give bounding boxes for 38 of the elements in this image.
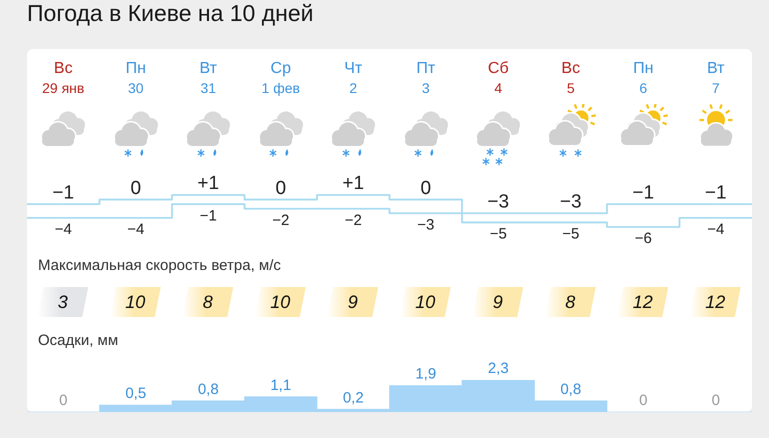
data-label: 2,3 xyxy=(488,360,509,378)
data-label: +1 xyxy=(197,173,220,194)
data-label: −5 xyxy=(562,226,580,243)
data-label: −1 xyxy=(704,182,727,204)
chart-title: Осадки, мм xyxy=(38,332,118,350)
data-label: −5 xyxy=(490,226,507,243)
x-tick-label: Вс 29 янв xyxy=(41,59,86,97)
data-label: −2 xyxy=(344,212,362,229)
x-tick-label: Вс 5 xyxy=(560,59,582,97)
x-tick-label: Вт 7 xyxy=(706,59,726,97)
data-label: 0 xyxy=(712,392,720,410)
data-label: 1,1 xyxy=(270,376,292,394)
x-tick-label: Пн 6 xyxy=(632,59,654,97)
data-label: 0 xyxy=(130,178,142,199)
data-label: 0,8 xyxy=(560,381,582,398)
data-label: 1,9 xyxy=(415,366,436,383)
data-label: 0 xyxy=(275,178,286,199)
x-tick-label: Сб 4 xyxy=(486,59,510,97)
x-tick-label: Ср 1 фев xyxy=(260,59,301,97)
data-label: −2 xyxy=(272,212,290,229)
data-label: 0,8 xyxy=(198,381,219,398)
x-tick-label: Пн 30 xyxy=(124,59,147,97)
data-label: −4 xyxy=(707,221,724,238)
data-label: 0 xyxy=(59,392,68,410)
data-label: 0,5 xyxy=(125,385,146,402)
data-label: 0,2 xyxy=(342,389,364,406)
data-label: −3 xyxy=(417,216,434,234)
chart-title: Погода в Киеве на 10 дней xyxy=(27,0,314,27)
data-label: 0 xyxy=(420,178,432,199)
x-tick-label: Вт 31 xyxy=(198,59,218,97)
text: Максимальная скорость ветра, м/с xyxy=(38,257,281,275)
x-tick-label: Чт 2 xyxy=(343,59,364,97)
data-label: −4 xyxy=(127,221,144,238)
data-label: −6 xyxy=(634,230,652,248)
x-tick-label: Пт 3 xyxy=(415,59,436,97)
data-label: 0 xyxy=(639,392,648,410)
data-label: −4 xyxy=(54,221,72,238)
data-label: +1 xyxy=(342,173,364,194)
